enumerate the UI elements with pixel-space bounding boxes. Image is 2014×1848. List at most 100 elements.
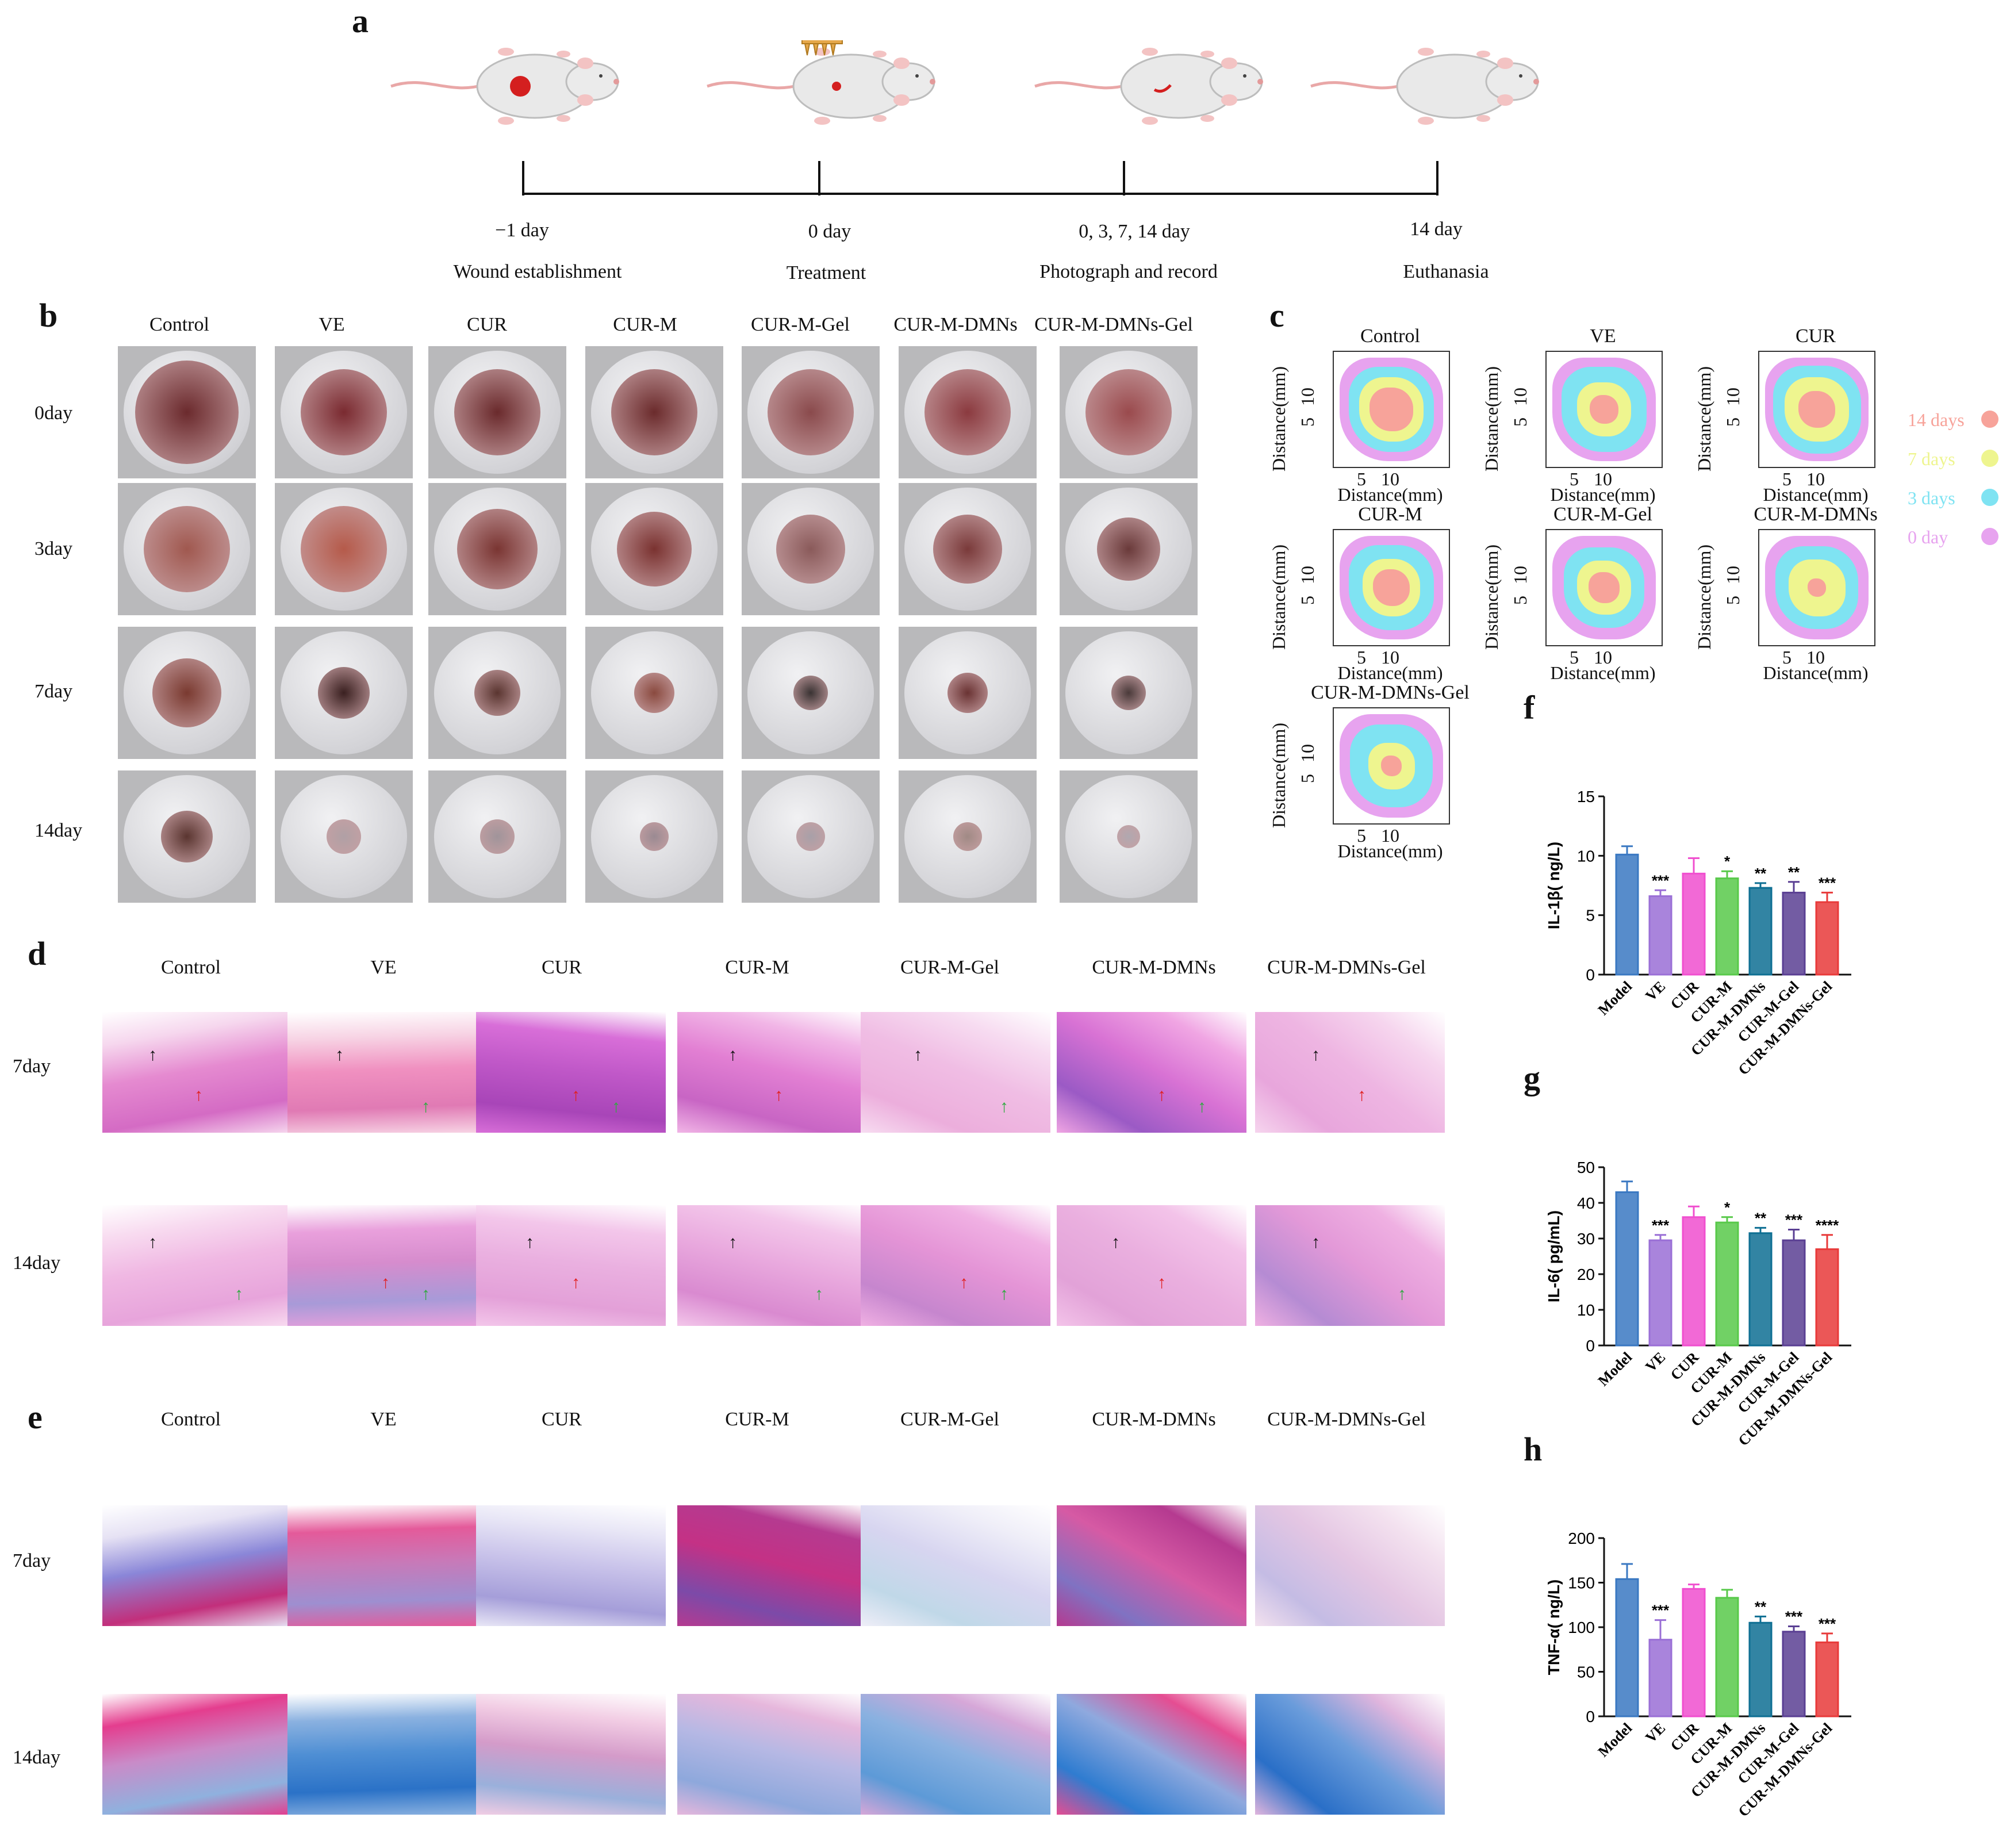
healing-region: [1798, 390, 1836, 428]
contour-plot: [1333, 351, 1450, 468]
wound-area: [1111, 676, 1146, 710]
wound-area: [796, 822, 825, 851]
annotation-arrow: ↑: [728, 1045, 737, 1064]
wound-photo: [1060, 483, 1198, 615]
histology-image: ↑ ↑: [1255, 1205, 1445, 1326]
y-tick-label: 40: [1577, 1194, 1595, 1212]
contour-plot: [1758, 529, 1875, 646]
y-tick-10: 10: [1297, 744, 1318, 762]
histology-image: [287, 1694, 477, 1815]
significance-label: ***: [1819, 1615, 1836, 1632]
timeline-event-2: Treatment: [786, 262, 866, 283]
x-tick-10: 10: [1594, 647, 1612, 668]
wound-photo: [585, 346, 723, 478]
bar: [1715, 1597, 1739, 1717]
annotation-arrow: ↑: [148, 1233, 157, 1252]
y-tick-label: 100: [1568, 1619, 1595, 1636]
x-tick-10: 10: [1594, 469, 1612, 489]
significance-label: *: [1724, 1199, 1731, 1216]
contour-title: VE: [1590, 325, 1616, 347]
x-axis-label: Distance(mm): [1337, 841, 1443, 861]
wound-area: [611, 369, 697, 455]
histology-image: ↑ ↑: [1255, 1012, 1445, 1133]
x-tick-5: 5: [1357, 469, 1366, 489]
category-label: Model: [1595, 1720, 1636, 1761]
significance-label: ***: [1652, 1602, 1670, 1619]
timeline-tick: [1436, 161, 1438, 195]
legend-label: 3 days: [1908, 488, 1955, 508]
histology-image: ↑ ↑: [861, 1012, 1050, 1133]
row-label-e: 14day: [13, 1747, 61, 1768]
histology-image: [861, 1694, 1050, 1815]
wound-area: [768, 369, 854, 455]
wound-photo: [118, 627, 256, 759]
panel-a-label: a: [352, 2, 369, 40]
annotation-arrow: ↑: [960, 1273, 968, 1292]
significance-label: **: [1755, 1598, 1767, 1615]
bar: [1682, 1216, 1706, 1347]
histology-image: ↑ ↑: [677, 1012, 867, 1133]
wound-photo: [275, 346, 413, 478]
wound-area: [161, 811, 213, 862]
legend-label: 0 day: [1908, 527, 1948, 547]
y-tick-label: 50: [1577, 1663, 1595, 1681]
wound-area: [457, 509, 538, 589]
wound-area: [933, 515, 1002, 584]
y-axis-label: Distance(mm): [1481, 544, 1502, 650]
wound-area: [640, 822, 669, 851]
histology-image: ↑ ↑: [476, 1012, 666, 1133]
y-tick-10: 10: [1723, 566, 1743, 584]
panel-c-label: c: [1269, 297, 1284, 334]
wound-photo: [742, 483, 880, 615]
y-tick-10: 10: [1297, 388, 1318, 406]
wound-area: [634, 673, 674, 713]
x-axis-label: Distance(mm): [1763, 662, 1869, 683]
annotation-arrow: ↑: [235, 1285, 243, 1303]
wound-area: [924, 369, 1011, 455]
group-header-b: Control: [149, 314, 209, 335]
y-tick-5: 5: [1297, 417, 1318, 427]
y-tick-label: 30: [1577, 1230, 1595, 1248]
contour-title: CUR: [1796, 325, 1836, 347]
contour-plot: [1545, 529, 1663, 646]
mouse-illustrations: [379, 40, 1552, 132]
wound-area: [793, 676, 828, 710]
histology-image: [1255, 1505, 1445, 1626]
wound-photo: [118, 483, 256, 615]
significance-label: ***: [1785, 1211, 1803, 1229]
bar: [1715, 877, 1739, 976]
y-tick-5: 5: [1297, 596, 1318, 605]
timeline-day-4: 14 day: [1410, 218, 1463, 240]
wound-photo: [585, 627, 723, 759]
bar: [1748, 1621, 1773, 1717]
annotation-arrow: ↑: [1198, 1097, 1206, 1116]
annotation-arrow: ↑: [914, 1045, 922, 1064]
annotation-arrow: ↑: [571, 1086, 580, 1105]
contour-title: CUR-M-DMNs: [1754, 504, 1878, 525]
y-axis-label: Distance(mm): [1268, 544, 1289, 650]
annotation-arrow: ↑: [421, 1097, 430, 1116]
wound-photo: [118, 346, 256, 478]
wound-photo: [1060, 346, 1198, 478]
bar: [1682, 1588, 1706, 1717]
x-tick-10: 10: [1381, 825, 1399, 846]
contour-title: Control: [1360, 325, 1420, 347]
x-tick-5: 5: [1782, 647, 1791, 668]
wound-photo: [585, 483, 723, 615]
wound-area: [1117, 825, 1140, 848]
histology-image: [1255, 1694, 1445, 1815]
histology-image: [476, 1694, 666, 1815]
y-tick-5: 5: [1510, 596, 1530, 605]
wound-area: [454, 369, 540, 455]
y-tick-10: 10: [1297, 566, 1318, 584]
annotation-arrow: ↑: [1000, 1097, 1008, 1116]
healing-region: [1381, 756, 1402, 776]
group-header-e: CUR-M-DMNs-Gel: [1267, 1409, 1426, 1430]
bar: [1782, 1239, 1806, 1347]
y-axis-label: Distance(mm): [1694, 366, 1714, 471]
histology-image: [102, 1505, 292, 1626]
legend-label: 7 days: [1908, 448, 1955, 469]
wound-area: [301, 506, 387, 592]
bar: [1682, 872, 1706, 976]
y-tick-5: 5: [1723, 596, 1743, 605]
